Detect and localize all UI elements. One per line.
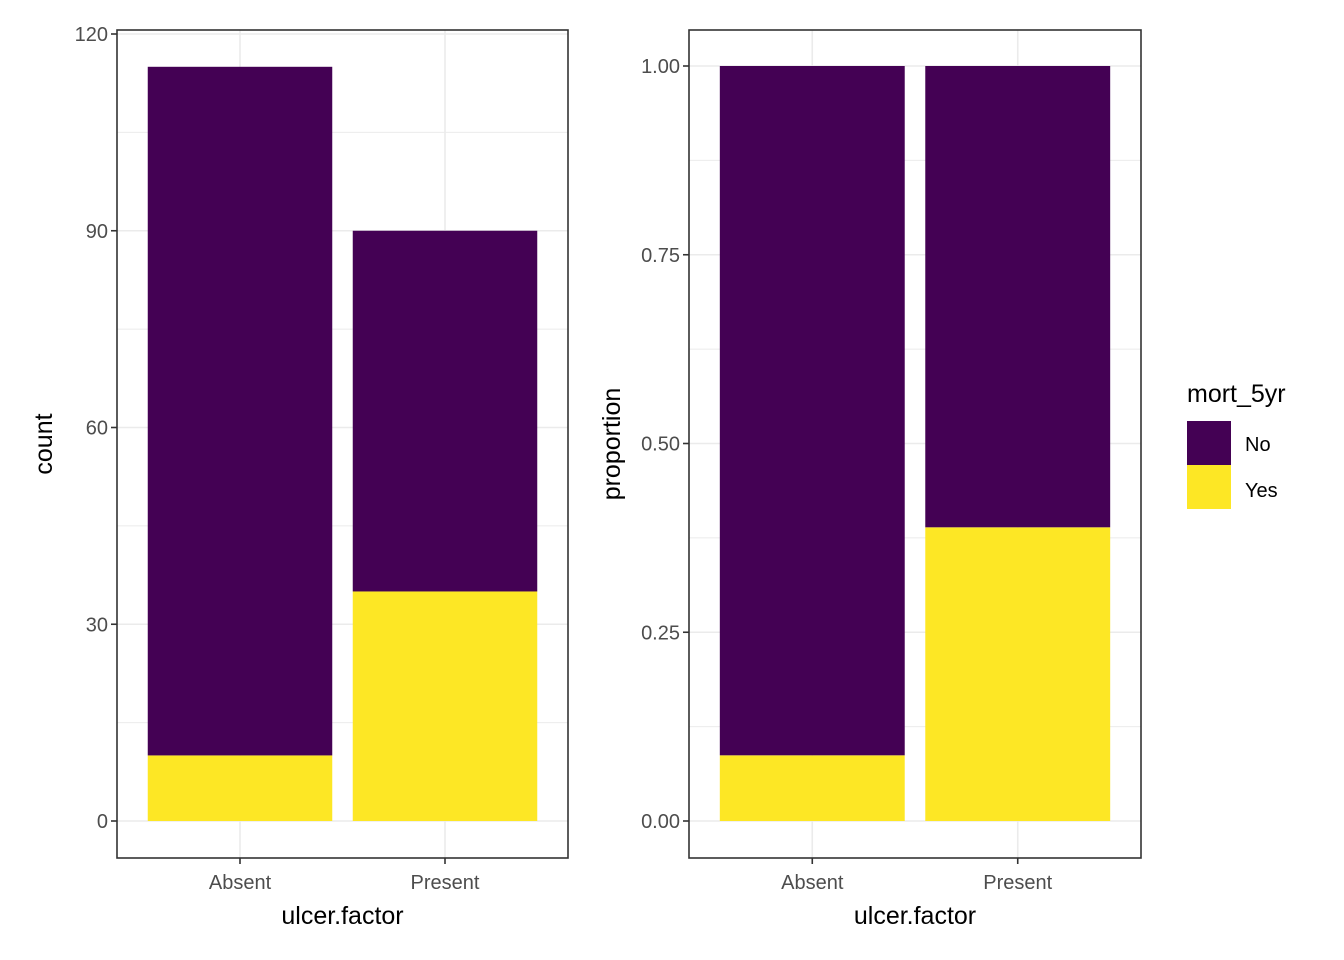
y-tick-label: 30	[86, 614, 108, 636]
x-tick-label: Absent	[781, 872, 844, 894]
bar-yes-absent	[147, 755, 333, 821]
bar-yes-present	[925, 527, 1111, 821]
y-tick-label: 120	[75, 24, 108, 46]
legend-key-no	[1187, 421, 1231, 465]
y-tick-label: 0.25	[641, 622, 680, 644]
bar-no-present	[925, 66, 1111, 528]
x-tick-label: Present	[411, 872, 480, 894]
y-tick-label: 0.50	[641, 434, 680, 456]
y-axis-title: count	[30, 413, 58, 474]
x-axis-title: ulcer.factor	[854, 902, 976, 930]
y-tick-label: 90	[86, 221, 108, 243]
x-axis-title: ulcer.factor	[281, 902, 403, 930]
bar-no-absent	[147, 66, 333, 756]
bar-yes-present	[352, 591, 538, 821]
proportion-panel: 0.00 0.25 0.50 0.75 1.00 Absent Present ulcer.f…	[598, 29, 1142, 930]
y-tick-label: 0	[97, 811, 108, 833]
y-axis-title: proportion	[598, 388, 626, 501]
y-tick-label: 1.00	[641, 56, 680, 78]
legend-label-no: No	[1245, 434, 1271, 456]
x-tick-label: Absent	[209, 872, 272, 894]
y-tick-label: 0.75	[641, 245, 680, 267]
panel-border	[116, 29, 569, 859]
bar-no-absent	[719, 66, 905, 756]
bar-no-present	[352, 230, 538, 592]
legend: mort_5yr No Yes	[1187, 380, 1286, 509]
y-tick-label: 60	[86, 418, 108, 440]
bar-yes-absent	[719, 755, 905, 821]
x-tick-label: Present	[983, 872, 1052, 894]
legend-key-yes	[1187, 465, 1231, 509]
legend-title: mort_5yr	[1187, 380, 1286, 408]
count-panel: 0 30 60 90 120 Absent Present ulcer.factor count	[30, 24, 569, 930]
legend-label-yes: Yes	[1245, 480, 1278, 502]
y-tick-label: 0.00	[641, 811, 680, 833]
